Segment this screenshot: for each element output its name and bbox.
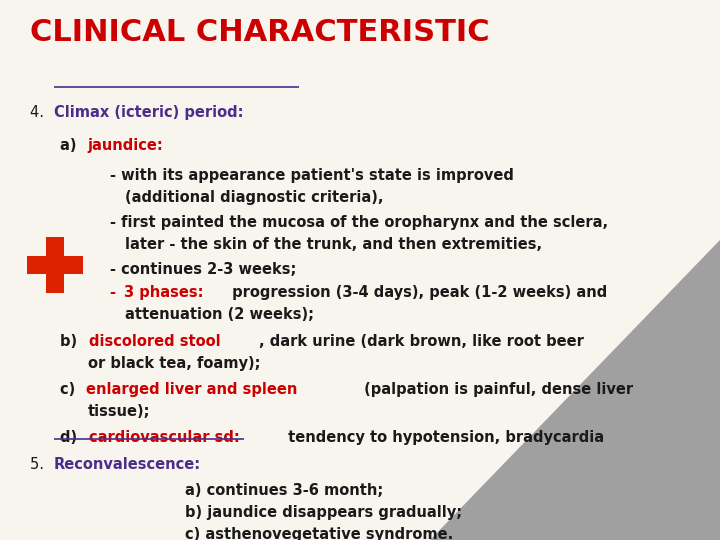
Text: 4.: 4. [30, 105, 49, 120]
Text: a) continues 3-6 month;: a) continues 3-6 month; [185, 483, 383, 498]
Text: 3 phases:: 3 phases: [125, 285, 204, 300]
Text: tendency to hypotension, bradycardia: tendency to hypotension, bradycardia [283, 430, 604, 445]
Text: a): a) [60, 138, 81, 153]
Text: (additional diagnostic criteria),: (additional diagnostic criteria), [125, 190, 384, 205]
Bar [27, 256, 83, 274]
Text: CLINICAL CHARACTERISTIC: CLINICAL CHARACTERISTIC [30, 18, 490, 47]
Text: d): d) [60, 430, 82, 445]
Text: - continues 2-3 weeks;: - continues 2-3 weeks; [110, 262, 297, 277]
Text: (palpation is painful, dense liver: (palpation is painful, dense liver [359, 382, 633, 397]
Text: enlarged liver and spleen: enlarged liver and spleen [86, 382, 297, 397]
Text: jaundice:: jaundice: [88, 138, 163, 153]
Text: attenuation (2 weeks);: attenuation (2 weeks); [125, 307, 314, 322]
Text: Climax (icteric) period:: Climax (icteric) period: [54, 105, 243, 120]
Text: b) jaundice disappears gradually;: b) jaundice disappears gradually; [185, 505, 462, 520]
Text: or black tea, foamy);: or black tea, foamy); [88, 356, 261, 371]
Text: progression (3-4 days), peak (1-2 weeks) and: progression (3-4 days), peak (1-2 weeks)… [227, 285, 607, 300]
Bar [46, 237, 64, 293]
Text: 5.: 5. [30, 457, 49, 472]
Text: b): b) [60, 334, 82, 349]
Text: , dark urine (dark brown, like root beer: , dark urine (dark brown, like root beer [258, 334, 583, 349]
Text: later - the skin of the trunk, and then extremities,: later - the skin of the trunk, and then … [125, 237, 542, 252]
Text: discolored stool: discolored stool [89, 334, 220, 349]
Text: Reconvalescence:: Reconvalescence: [54, 457, 201, 472]
Text: - first painted the mucosa of the oropharynx and the sclera,: - first painted the mucosa of the oropha… [110, 215, 608, 230]
Text: - with its appearance patient's state is improved: - with its appearance patient's state is… [110, 168, 514, 183]
Text: tissue);: tissue); [88, 404, 150, 419]
Polygon shape [430, 240, 720, 540]
Text: cardiovascular sd:: cardiovascular sd: [89, 430, 240, 445]
Text: -: - [110, 285, 121, 300]
Text: c) asthenovegetative syndrome.: c) asthenovegetative syndrome. [185, 527, 454, 540]
Text: c): c) [60, 382, 81, 397]
